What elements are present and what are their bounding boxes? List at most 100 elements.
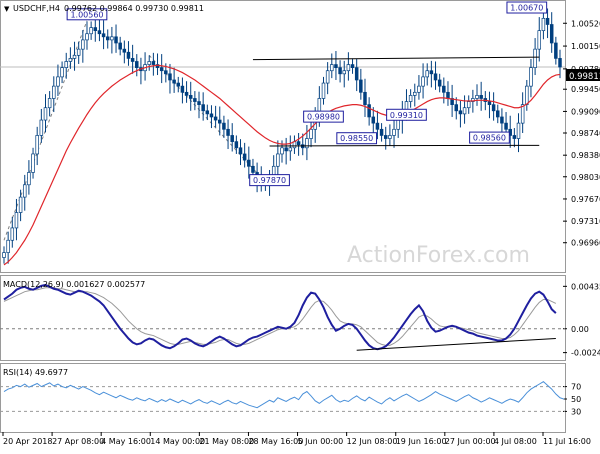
x-tick-label: 5 Jun 00:00 [298, 437, 344, 446]
candle-body [396, 119, 400, 130]
annotation-label: 0.98560 [473, 134, 506, 143]
trendlines [252, 56, 540, 147]
candle-body [22, 184, 27, 198]
candle-body [130, 58, 135, 62]
candle-body [10, 227, 15, 241]
watermark: ActionForex.com [347, 243, 530, 268]
candle-body [172, 79, 176, 84]
annotation-label: 0.98550 [340, 134, 373, 143]
candle-body [371, 116, 376, 124]
price-pane-frame [0, 0, 566, 273]
candle-body [504, 122, 508, 130]
x-tick-label: 11 Jul 16:00 [543, 437, 591, 446]
candle-body [176, 82, 181, 87]
candle-body [296, 141, 301, 146]
candle-body [76, 48, 81, 56]
candle-body [226, 128, 230, 136]
candle-body [213, 116, 218, 121]
candle-body [155, 64, 160, 68]
candle-body [500, 116, 504, 124]
x-tick-label: 14 May 00:00 [150, 437, 205, 446]
candle-body [392, 128, 396, 136]
candle-body [218, 119, 222, 124]
candle-body [2, 252, 6, 258]
macd-trendline [356, 338, 556, 351]
candle-body [180, 85, 185, 93]
candle-body [537, 30, 542, 50]
candle-body [184, 91, 189, 96]
candle-body [462, 107, 467, 115]
x-tick-label: 27 Jun 00:00 [445, 437, 496, 446]
annotation-label: 0.99310 [390, 111, 423, 120]
candle-body [56, 76, 60, 87]
candle-body [363, 91, 367, 105]
candle-body [114, 36, 118, 44]
candle-body [305, 138, 309, 149]
macd-pane-frame [0, 275, 566, 361]
candle-body [458, 110, 463, 115]
candle-body [367, 104, 371, 118]
macd-y-tick-label: -0.002448 [571, 349, 600, 358]
candle-body [81, 39, 85, 50]
candle-body [375, 122, 380, 130]
candle-body [47, 98, 52, 109]
last-price-tag: 0.99811 [566, 69, 600, 82]
candle-body [188, 95, 193, 99]
candle-body [413, 91, 417, 96]
candle-body [64, 61, 68, 68]
candle-body [516, 122, 521, 139]
rsi-y-tick-label: 50 [571, 395, 581, 404]
macd-y-tick-label: 0.00 [571, 325, 589, 334]
candle-body [110, 36, 114, 41]
candle-body [354, 67, 359, 81]
candle-body [284, 147, 288, 152]
candle-body [541, 17, 546, 32]
candle-body [549, 24, 554, 44]
price-y-tick-label: 1.00520 [571, 19, 600, 28]
ohlc-values: 0.99762 0.99864 0.99730 0.99811 [64, 4, 204, 13]
macd-pane: 0.004351 0.00 -0.002448 MACD(12,26,9) 0.00… [0, 275, 600, 361]
dropdown-arrow-icon[interactable]: ▼ [4, 5, 10, 13]
trendline [269, 144, 540, 147]
x-tick-label: 19 Jun 16:00 [396, 437, 447, 446]
candle-body [334, 64, 338, 68]
annotation-box [506, 1, 548, 14]
annotation-box [303, 110, 344, 123]
candle-body [558, 58, 562, 68]
candle-body [89, 27, 93, 35]
candle-body [359, 79, 363, 93]
candle-body [247, 159, 251, 167]
candle-body [39, 119, 44, 136]
candle-body [164, 70, 168, 75]
candle-body [6, 239, 10, 253]
candle-body [491, 104, 496, 112]
candle-body [475, 95, 479, 99]
rsi-pane: 70 50 30 RSI(14) 49.6977 [0, 363, 581, 433]
candle-body [85, 33, 89, 41]
candle-body [442, 85, 446, 93]
x-tick-label: 12 Jun 08:00 [347, 437, 398, 446]
candle-body [209, 113, 214, 118]
candle-body [408, 95, 413, 102]
annotation-box [386, 108, 427, 121]
candle-body [68, 58, 73, 62]
candle-body [126, 51, 131, 59]
candle-body [168, 73, 172, 81]
moving-average-line [3, 64, 561, 266]
candle-body [72, 54, 77, 59]
candle-body [193, 98, 197, 102]
candle-body [346, 64, 351, 72]
x-tick-label: 20 Apr 2018 [3, 437, 52, 446]
candle-body [471, 98, 475, 102]
rsi-line [3, 381, 565, 409]
candle-body [520, 104, 525, 124]
candle-body [222, 122, 226, 130]
candle-body [388, 135, 392, 139]
candle-body [251, 165, 255, 173]
last-price-tag-box [566, 69, 600, 81]
annotation-label: 1.00670 [510, 4, 543, 13]
macd-y-tick-label: 0.004351 [571, 282, 600, 291]
